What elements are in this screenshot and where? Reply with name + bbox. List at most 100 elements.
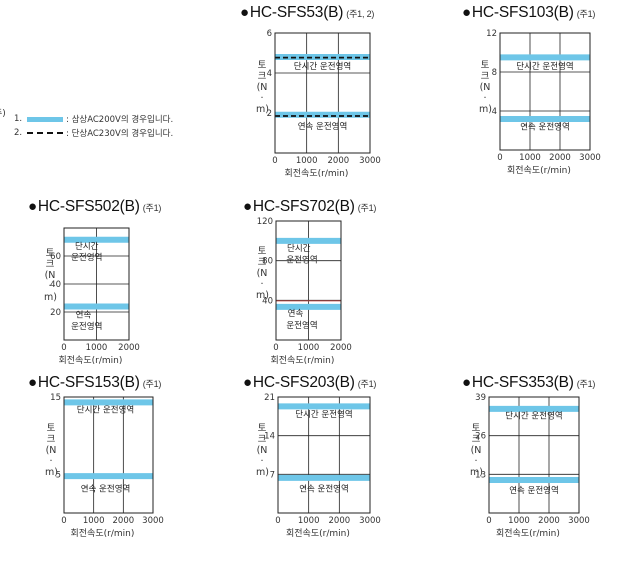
chart-title-text: HC-SFS203(B) xyxy=(252,374,355,391)
chart-note: (주1) xyxy=(576,379,596,389)
x-axis-label: 회전속도(r/min) xyxy=(286,529,350,539)
y-axis-label: 토크(N·m) xyxy=(256,60,269,115)
bullet-icon: ● xyxy=(28,374,37,391)
x-tick-label: 1000 xyxy=(83,516,105,526)
x-tick-label: 1000 xyxy=(298,343,320,353)
plot-frame xyxy=(63,396,154,514)
legend-num: 2. xyxy=(14,128,23,138)
plot-frame xyxy=(277,396,371,514)
y-tick-label: 20 xyxy=(50,308,61,318)
chart-title: ●HC-SFS53(B) (주1, 2) xyxy=(240,4,374,22)
y-tick-label: 4 xyxy=(267,69,272,79)
legend-text: : 삼상AC200V의 경우입니다. xyxy=(66,115,174,125)
x-tick-label: 1000 xyxy=(298,516,320,526)
plot-frame xyxy=(488,396,580,514)
chart-note: (주1) xyxy=(142,379,162,389)
x-tick-label: 3000 xyxy=(359,156,381,166)
legend: 주) 1. : 삼상AC200V의 경우입니다. 2. : 단상AC230V의 … xyxy=(0,109,173,140)
x-axis-label: 회전속도(r/min) xyxy=(270,356,335,366)
y-axis-label: 토크(N·m) xyxy=(479,60,492,115)
x-tick-label: 3000 xyxy=(142,516,164,526)
region-label: 운전영역 xyxy=(286,320,317,331)
region-label: 연속 운전영역 xyxy=(81,483,131,494)
bullet-icon: ● xyxy=(240,4,249,21)
chart-title-text: HC-SFS353(B) xyxy=(471,374,574,391)
chart-title: ●HC-SFS702(B) (주1) xyxy=(243,198,376,216)
x-tick-label: 0 xyxy=(273,343,278,353)
x-axis-label: 회전속도(r/min) xyxy=(58,356,123,366)
x-tick-label: 2000 xyxy=(538,516,560,526)
region-label: 단시간 운전영역 xyxy=(77,404,134,415)
plot-frame xyxy=(275,220,342,341)
region-label: 연속 xyxy=(288,309,304,319)
y-tick-label: 120 xyxy=(257,217,273,227)
chart-note: (주1) xyxy=(357,203,377,213)
y-tick-label: 39 xyxy=(475,393,486,403)
plot-frame xyxy=(499,32,591,151)
region-label: 단시간 운전영역 xyxy=(516,61,573,72)
y-tick-label: 15 xyxy=(50,393,61,403)
chart-title: ●HC-SFS153(B) (주1) xyxy=(28,374,161,392)
x-tick-label: 3000 xyxy=(568,516,590,526)
chart-title-text: HC-SFS702(B) xyxy=(252,198,355,215)
y-tick-label: 60 xyxy=(50,252,61,262)
bullet-icon: ● xyxy=(28,198,37,215)
x-tick-label: 2000 xyxy=(328,156,350,166)
x-tick-label: 3000 xyxy=(359,516,381,526)
chart-title: ●HC-SFS203(B) (주1) xyxy=(243,374,376,392)
y-tick-label: 6 xyxy=(267,29,272,39)
y-axis-label: 토크(N·m) xyxy=(44,248,57,303)
chart-title: ●HC-SFS502(B) (주1) xyxy=(28,198,161,216)
legend-text: : 단상AC230V의 경우입니다. xyxy=(66,129,174,139)
chart-title-text: HC-SFS153(B) xyxy=(37,374,140,391)
region-label: 연속 운전영역 xyxy=(298,121,348,132)
x-tick-label: 3000 xyxy=(579,153,601,163)
legend-mark: 주) xyxy=(0,109,6,119)
y-axis-label: 토크(N·m) xyxy=(256,423,269,478)
region-label: 단시간 xyxy=(75,241,99,252)
region-label: 운전영역 xyxy=(71,252,102,263)
x-tick-label: 2000 xyxy=(113,516,135,526)
region-label: 운전영역 xyxy=(71,321,102,332)
legend-swatch-dashed xyxy=(27,132,63,134)
x-tick-label: 0 xyxy=(61,343,66,353)
x-tick-label: 0 xyxy=(275,516,280,526)
x-tick-label: 1000 xyxy=(519,153,541,163)
x-tick-label: 1000 xyxy=(508,516,530,526)
region-label: 연속 운전영역 xyxy=(299,483,349,494)
legend-item-dashed: 2. : 단상AC230V의 경우입니다. xyxy=(14,126,173,140)
y-tick-label: 5 xyxy=(56,470,61,480)
x-tick-label: 2000 xyxy=(329,516,351,526)
y-axis-label: 토크(N·m) xyxy=(45,423,58,478)
chart-title-text: HC-SFS103(B) xyxy=(471,4,574,21)
chart-title: ●HC-SFS353(B) (주1) xyxy=(462,374,595,392)
bullet-icon: ● xyxy=(462,4,471,21)
y-tick-label: 13 xyxy=(475,470,486,480)
x-tick-label: 0 xyxy=(272,156,277,166)
legend-item-solid: 1. : 삼상AC200V의 경우입니다. xyxy=(14,112,173,126)
chart-title-text: HC-SFS53(B) xyxy=(249,4,344,21)
plot-frame xyxy=(274,32,371,154)
y-tick-label: 14 xyxy=(264,432,275,442)
legend-num: 1. xyxy=(14,114,23,124)
chart-note: (주1) xyxy=(142,203,162,213)
region-label: 운전영역 xyxy=(286,255,317,266)
region-label: 연속 운전영역 xyxy=(520,122,570,133)
y-tick-label: 40 xyxy=(262,296,273,306)
x-axis-label: 회전속도(r/min) xyxy=(70,529,135,539)
y-tick-label: 4 xyxy=(492,107,497,117)
legend-swatch-solid xyxy=(27,116,63,122)
region-label: 연속 운전영역 xyxy=(509,485,559,496)
bullet-icon: ● xyxy=(462,374,471,391)
y-tick-label: 40 xyxy=(50,280,61,290)
region-label: 단시간 xyxy=(287,243,311,254)
y-tick-label: 80 xyxy=(262,257,273,267)
x-tick-label: 2000 xyxy=(549,153,571,163)
x-tick-label: 2000 xyxy=(118,343,140,353)
